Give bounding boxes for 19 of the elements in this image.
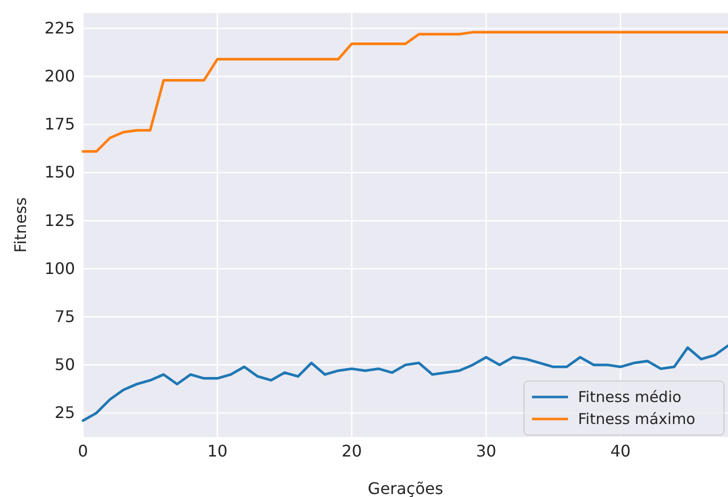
y-tick-label: 225 — [44, 18, 75, 38]
y-tick-label: 100 — [44, 258, 75, 278]
x-tick-label: 10 — [207, 441, 228, 460]
x-axis-title: Gerações — [368, 479, 444, 497]
x-tick-label: 0 — [78, 441, 88, 460]
line-series — [82, 30, 728, 153]
y-tick-label: 50 — [54, 355, 75, 374]
y-tick-label: 175 — [44, 114, 75, 134]
legend-label: Fitness máximo — [578, 410, 696, 428]
y-tick-label: 150 — [44, 162, 75, 182]
y-tick-label: 125 — [44, 210, 75, 230]
x-tick-label: 40 — [610, 441, 631, 460]
y-tick-label: 200 — [44, 66, 75, 86]
x-tick-label: 20 — [342, 441, 362, 460]
y-axis-title: Fitness — [11, 197, 30, 253]
x-tick-label: 30 — [476, 441, 496, 460]
y-tick-label: 75 — [54, 306, 75, 326]
y-tick-label: 25 — [54, 403, 75, 422]
legend-label: Fitness médio — [578, 388, 682, 406]
